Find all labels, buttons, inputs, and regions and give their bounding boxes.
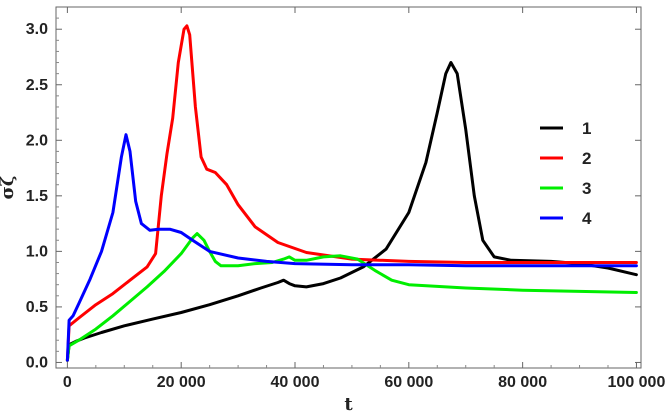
y-tick-label: 1.0 bbox=[26, 243, 48, 260]
legend-label-1: 1 bbox=[582, 119, 591, 138]
plot-frame bbox=[55, 6, 642, 369]
x-tick-label: 60 000 bbox=[384, 374, 433, 391]
legend-label-4: 4 bbox=[582, 209, 592, 228]
x-tick-label: 80 000 bbox=[498, 374, 547, 391]
series-layer bbox=[65, 24, 638, 362]
series-line-2 bbox=[65, 24, 638, 362]
y-tick-label: 3.0 bbox=[26, 21, 48, 38]
y-axis: 0.0 0.5 1.0 1.5 2.0 2.5 3.0 bbox=[26, 17, 641, 371]
series-line-4 bbox=[65, 133, 638, 362]
x-tick-label: 100 000 bbox=[608, 374, 666, 391]
series-line-1 bbox=[65, 61, 638, 362]
x-tick-label: 20 000 bbox=[157, 374, 206, 391]
y-tick-label: 0.0 bbox=[26, 354, 48, 371]
legend: 1 2 3 4 bbox=[540, 119, 592, 228]
y-tick-label: 0.5 bbox=[26, 299, 48, 316]
x-axis: 0 20 000 40 000 60 000 80 000 100 000 bbox=[63, 7, 666, 391]
y-tick-label: 2.0 bbox=[26, 132, 48, 149]
legend-label-2: 2 bbox=[582, 149, 591, 168]
x-tick-label: 40 000 bbox=[271, 374, 320, 391]
legend-label-3: 3 bbox=[582, 179, 591, 198]
x-tick-label: 0 bbox=[63, 374, 72, 391]
plot-border bbox=[55, 6, 642, 369]
y-tick-label: 1.5 bbox=[26, 188, 48, 205]
y-tick-label: 2.5 bbox=[26, 77, 48, 94]
x-axis-title: t bbox=[344, 394, 353, 415]
y-axis-title: σζ bbox=[0, 176, 18, 200]
series-line-3 bbox=[65, 232, 638, 362]
